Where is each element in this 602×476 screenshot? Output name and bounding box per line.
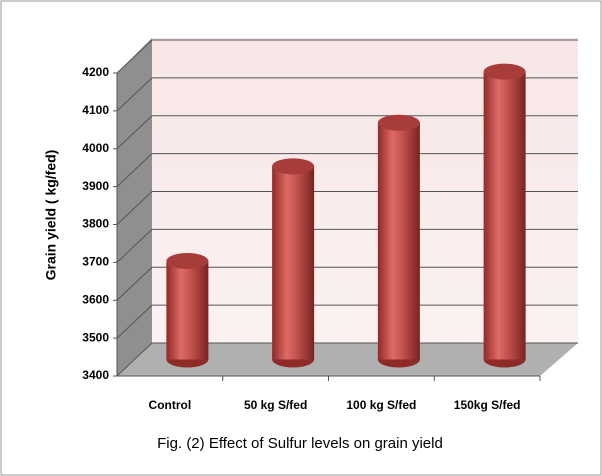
- y-tick-label: 4000: [82, 141, 109, 155]
- grid-line: [116, 191, 153, 225]
- y-tick-label: 3900: [82, 179, 109, 193]
- x-tick-label: Control: [149, 398, 192, 412]
- y-axis-label: Grain yield ( kg/fed): [43, 150, 59, 281]
- y-tick-label: 3500: [82, 330, 109, 344]
- x-tick-label: 100 kg S/fed: [346, 398, 416, 412]
- bar: [166, 261, 209, 360]
- y-tick-label: 4200: [82, 65, 109, 79]
- grid-line: [116, 304, 153, 339]
- bar: [272, 166, 315, 360]
- y-tick-label: 4100: [82, 103, 109, 117]
- bar: [377, 122, 420, 360]
- bar: [483, 71, 526, 360]
- grid-line: [116, 115, 153, 150]
- grid-line: [116, 153, 153, 187]
- y-tick-label: 3800: [82, 217, 109, 231]
- y-tick-label: 3400: [82, 368, 109, 382]
- x-tick-label: 150kg S/fed: [454, 398, 521, 412]
- grid-line: [116, 229, 153, 263]
- grid-line: [116, 266, 153, 301]
- side-wall: [117, 38, 152, 376]
- x-tick-label: 50 kg S/fed: [244, 398, 307, 412]
- grid-line: [116, 39, 153, 74]
- grid-line: [116, 342, 153, 377]
- y-tick-label: 3600: [82, 292, 109, 306]
- caption: Fig. (2) Effect of Sulfur levels on grai…: [157, 435, 443, 452]
- bar-top: [483, 63, 526, 80]
- bar-top: [377, 114, 420, 131]
- y-tick-label: 3700: [82, 255, 109, 269]
- bar-top: [272, 158, 315, 175]
- floor: [117, 343, 578, 376]
- bar-top: [166, 253, 209, 270]
- grid-line: [116, 77, 153, 112]
